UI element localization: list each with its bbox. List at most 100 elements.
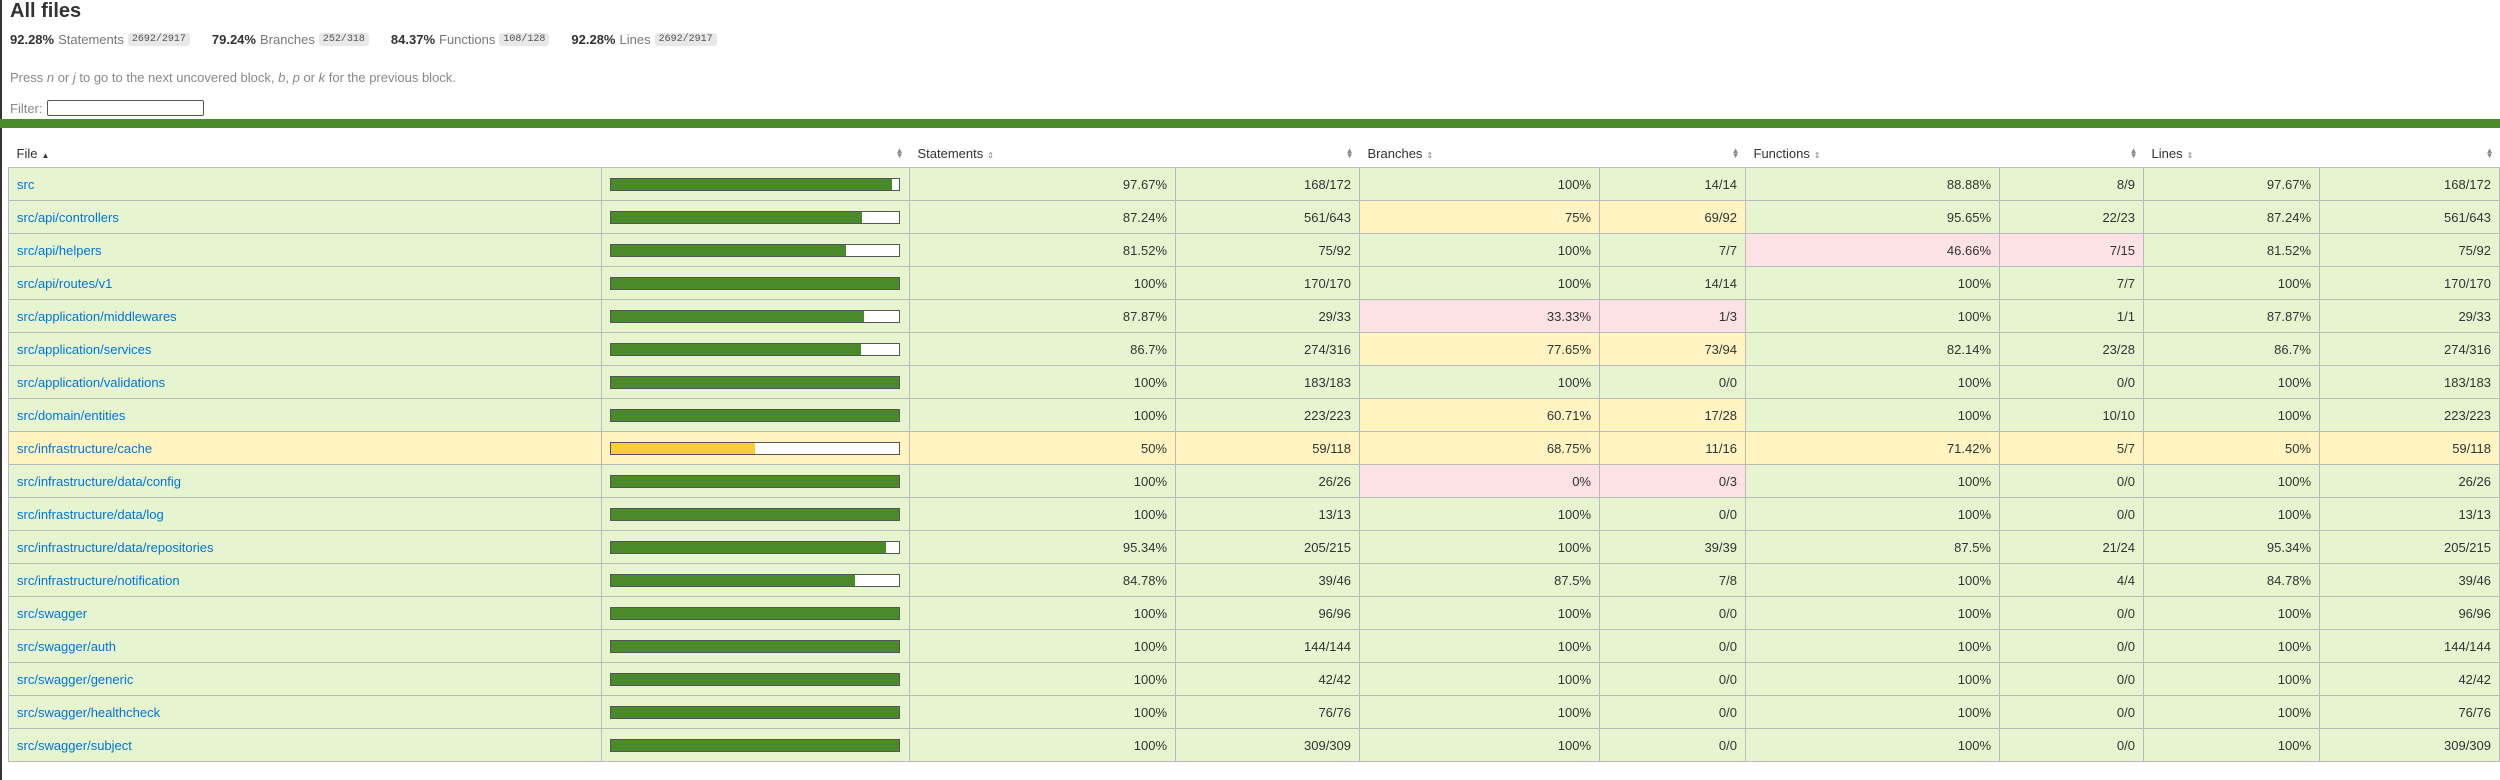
- header-lines[interactable]: Lines ⇕: [2143, 139, 2320, 168]
- sort-icon: ▲ ▼: [2485, 146, 2494, 160]
- file-link[interactable]: src/infrastructure/cache: [17, 440, 153, 456]
- table-row: src/infrastructure/cache 50% 59/118 68.75% 1…: [8, 431, 2500, 465]
- header-statements-raw[interactable]: ▲ ▼: [1175, 139, 1360, 168]
- file-cell: src/api/controllers: [8, 200, 602, 234]
- summary-lines: 92.28% Lines 2692/2917: [571, 31, 717, 47]
- file-link[interactable]: src/swagger/subject: [17, 737, 132, 753]
- coverage-bar-fill: [611, 541, 886, 553]
- coverage-status-bar: [0, 119, 2500, 128]
- file-link[interactable]: src/swagger/healthcheck: [17, 704, 161, 720]
- branches-pct: 100%: [1359, 266, 1600, 300]
- file-link[interactable]: src/infrastructure/data/repositories: [17, 539, 214, 555]
- header-label: Branches: [1367, 145, 1423, 161]
- branches-fraction: 0/3: [1599, 464, 1746, 498]
- coverage-bar-cell: [601, 332, 910, 366]
- file-link[interactable]: src: [17, 176, 35, 192]
- lines-fraction: 76/76: [2319, 695, 2500, 729]
- header-statements[interactable]: Statements ⇕: [909, 139, 1176, 168]
- functions-pct: 100%: [1745, 266, 2000, 300]
- sort-ascending-icon: ▲: [41, 150, 50, 160]
- file-link[interactable]: src/api/controllers: [17, 209, 119, 225]
- lines-pct: 84.78%: [2143, 563, 2320, 597]
- statements-pct: 100%: [909, 596, 1176, 630]
- file-link[interactable]: src/swagger: [17, 605, 88, 621]
- summary-fraction: 108/128: [499, 32, 550, 46]
- functions-fraction: 0/0: [1999, 497, 2144, 531]
- hint-key: b: [278, 70, 286, 85]
- statements-pct: 87.24%: [909, 200, 1176, 234]
- file-link[interactable]: src/infrastructure/data/config: [17, 473, 182, 489]
- statements-pct: 100%: [909, 728, 1176, 762]
- table-header-row: File ▲ ▲ ▼ Statements ⇕ ▲ ▼ Branches ⇕ ▲ ▼ Fun…: [8, 139, 2500, 168]
- header-functions[interactable]: Functions ⇕: [1745, 139, 2000, 168]
- branches-fraction: 7/7: [1599, 233, 1746, 267]
- lines-pct: 95.34%: [2143, 530, 2320, 564]
- file-link[interactable]: src/domain/entities: [17, 407, 126, 423]
- functions-fraction: 7/7: [1999, 266, 2144, 300]
- statements-fraction: 223/223: [1175, 398, 1360, 432]
- functions-fraction: 23/28: [1999, 332, 2144, 366]
- functions-fraction: 0/0: [1999, 464, 2144, 498]
- coverage-bar-fill: [611, 574, 856, 586]
- file-link[interactable]: src/api/helpers: [17, 242, 102, 258]
- coverage-bar-cell: [601, 299, 910, 333]
- file-link[interactable]: src/application/middlewares: [17, 308, 177, 324]
- file-cell: src/infrastructure/data/config: [8, 464, 602, 498]
- functions-pct: 100%: [1745, 464, 2000, 498]
- statements-fraction: 39/46: [1175, 563, 1360, 597]
- branches-pct: 100%: [1359, 365, 1600, 399]
- file-cell: src/application/middlewares: [8, 299, 602, 333]
- file-link[interactable]: src/api/routes/v1: [17, 275, 113, 291]
- filter-label: Filter:: [10, 100, 43, 116]
- header-functions-raw[interactable]: ▲ ▼: [1999, 139, 2144, 168]
- header-branches[interactable]: Branches ⇕: [1359, 139, 1600, 168]
- summary-pct: 92.28%: [571, 31, 616, 47]
- header-file[interactable]: File ▲: [8, 139, 602, 168]
- table-row: src/infrastructure/data/log 100% 13/13 100%…: [8, 497, 2500, 531]
- lines-pct: 100%: [2143, 464, 2320, 498]
- branches-pct: 77.65%: [1359, 332, 1600, 366]
- statements-fraction: 42/42: [1175, 662, 1360, 696]
- lines-pct: 100%: [2143, 266, 2320, 300]
- lines-fraction: 39/46: [2319, 563, 2500, 597]
- hint-text: Press: [10, 70, 47, 85]
- lines-fraction: 59/118: [2319, 431, 2500, 465]
- branches-pct: 100%: [1359, 662, 1600, 696]
- sort-icon: ▲ ▼: [1731, 146, 1740, 160]
- file-cell: src/infrastructure/data/repositories: [8, 530, 602, 564]
- file-link[interactable]: src/application/validations: [17, 374, 166, 390]
- functions-pct: 100%: [1745, 596, 2000, 630]
- table-row: src/swagger 100% 96/96 100% 0/0 100% 0/0 100% 96…: [8, 596, 2500, 630]
- sort-icon: ▲ ▼: [1345, 146, 1354, 160]
- file-link[interactable]: src/swagger/auth: [17, 638, 116, 654]
- branches-fraction: 0/0: [1599, 629, 1746, 663]
- table-row: src/swagger/generic 100% 42/42 100% 0/0 100% 0…: [8, 662, 2500, 696]
- summary-fraction: 2692/2917: [127, 32, 190, 46]
- header-branches-raw[interactable]: ▲ ▼: [1599, 139, 1746, 168]
- coverage-bar-cell: [601, 497, 910, 531]
- file-link[interactable]: src/infrastructure/data/log: [17, 506, 164, 522]
- statements-fraction: 170/170: [1175, 266, 1360, 300]
- coverage-bar-fill: [611, 277, 899, 289]
- header-lines-raw[interactable]: ▲ ▼: [2319, 139, 2500, 168]
- file-cell: src/infrastructure/notification: [8, 563, 602, 597]
- statements-pct: 97.67%: [909, 167, 1176, 201]
- statements-fraction: 168/172: [1175, 167, 1360, 201]
- functions-fraction: 4/4: [1999, 563, 2144, 597]
- file-link[interactable]: src/application/services: [17, 341, 152, 357]
- branches-fraction: 17/28: [1599, 398, 1746, 432]
- file-link[interactable]: src/swagger/generic: [17, 671, 134, 687]
- header-statements-bar[interactable]: ▲ ▼: [601, 139, 910, 168]
- lines-fraction: 168/172: [2319, 167, 2500, 201]
- functions-fraction: 0/0: [1999, 728, 2144, 762]
- coverage-bar-cell: [601, 629, 910, 663]
- lines-pct: 100%: [2143, 365, 2320, 399]
- branches-pct: 100%: [1359, 530, 1600, 564]
- statements-fraction: 205/215: [1175, 530, 1360, 564]
- file-link[interactable]: src/infrastructure/notification: [17, 572, 180, 588]
- table-row: src/swagger/healthcheck 100% 76/76 100% 0/0 1…: [8, 695, 2500, 729]
- sort-icon: ⇕: [2186, 150, 2194, 160]
- statements-fraction: 75/92: [1175, 233, 1360, 267]
- file-cell: src/api/helpers: [8, 233, 602, 267]
- filter-input[interactable]: [46, 100, 204, 116]
